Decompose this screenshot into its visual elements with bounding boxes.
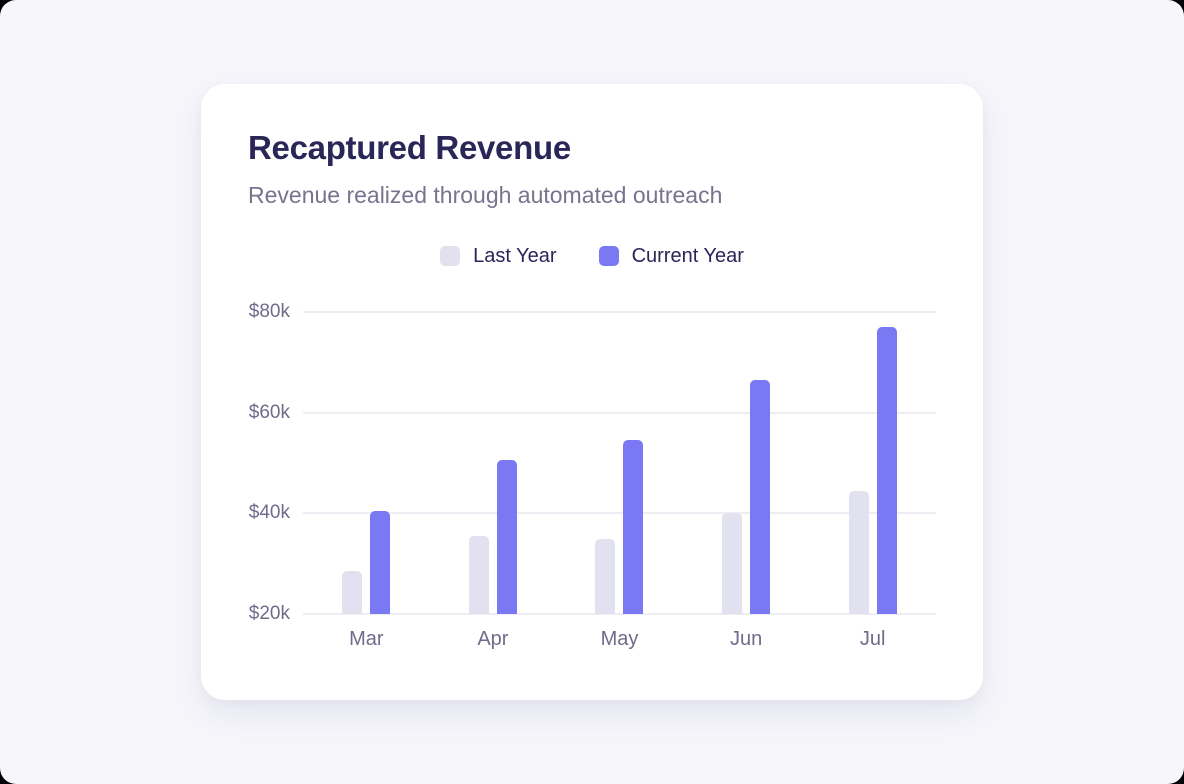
bar-current-year-jul[interactable] xyxy=(876,327,897,614)
y-axis: $80k $60k $40k $20k xyxy=(248,301,303,624)
x-axis-label-may: May xyxy=(600,628,639,650)
bar-groups xyxy=(303,312,936,614)
x-axis: Mar Apr May Jun Jul xyxy=(303,627,936,651)
bar-group-may xyxy=(556,312,683,614)
bar-last-year-may[interactable] xyxy=(595,538,616,614)
bar-last-year-mar[interactable] xyxy=(342,571,363,614)
bar-last-year-jun[interactable] xyxy=(722,513,743,614)
x-axis-label-jul: Jul xyxy=(859,628,886,650)
bar-chart: $80k $60k $40k $20k xyxy=(248,301,936,624)
legend-swatch-current-year xyxy=(598,246,619,266)
x-axis-label-mar: Mar xyxy=(349,628,384,650)
chart-subtitle: Revenue realized through automated outre… xyxy=(248,182,723,208)
chart-title: Recaptured Revenue xyxy=(248,129,571,166)
legend-label-last-year: Last Year xyxy=(473,245,557,267)
bar-group-mar xyxy=(303,312,430,614)
legend-item-last-year[interactable]: Last Year xyxy=(440,244,557,268)
bar-group-apr xyxy=(430,312,557,614)
bar-last-year-apr[interactable] xyxy=(468,535,489,614)
legend-swatch-last-year xyxy=(440,246,461,266)
y-axis-label-60k: $60k xyxy=(248,401,290,423)
bar-current-year-mar[interactable] xyxy=(370,510,391,614)
legend-label-current-year: Current Year xyxy=(631,245,744,267)
gridline-80k xyxy=(303,311,936,313)
bar-group-jun xyxy=(683,312,810,614)
chart-legend: Last Year Current Year xyxy=(248,244,936,268)
y-axis-label-40k: $40k xyxy=(248,502,290,524)
bar-current-year-jun[interactable] xyxy=(750,379,771,614)
gridline-40k xyxy=(303,512,936,515)
bar-group-jul xyxy=(809,312,936,614)
y-axis-label-80k: $80k xyxy=(248,301,290,322)
revenue-chart-card: Recaptured Revenue Revenue realized thro… xyxy=(201,84,983,700)
bar-last-year-jul[interactable] xyxy=(848,490,869,614)
gridline-60k xyxy=(303,411,936,414)
y-axis-label-20k: $20k xyxy=(248,603,290,624)
legend-item-current-year[interactable]: Current Year xyxy=(598,244,744,268)
x-axis-label-apr: Apr xyxy=(477,628,509,650)
x-axis-label-jun: Jun xyxy=(729,628,763,650)
bar-current-year-apr[interactable] xyxy=(496,460,517,614)
gridline-20k xyxy=(303,613,936,615)
plot-area xyxy=(303,311,936,615)
bar-current-year-may[interactable] xyxy=(623,440,644,614)
